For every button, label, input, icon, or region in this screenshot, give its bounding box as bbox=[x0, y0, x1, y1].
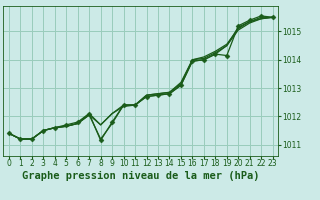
X-axis label: Graphe pression niveau de la mer (hPa): Graphe pression niveau de la mer (hPa) bbox=[22, 171, 260, 181]
